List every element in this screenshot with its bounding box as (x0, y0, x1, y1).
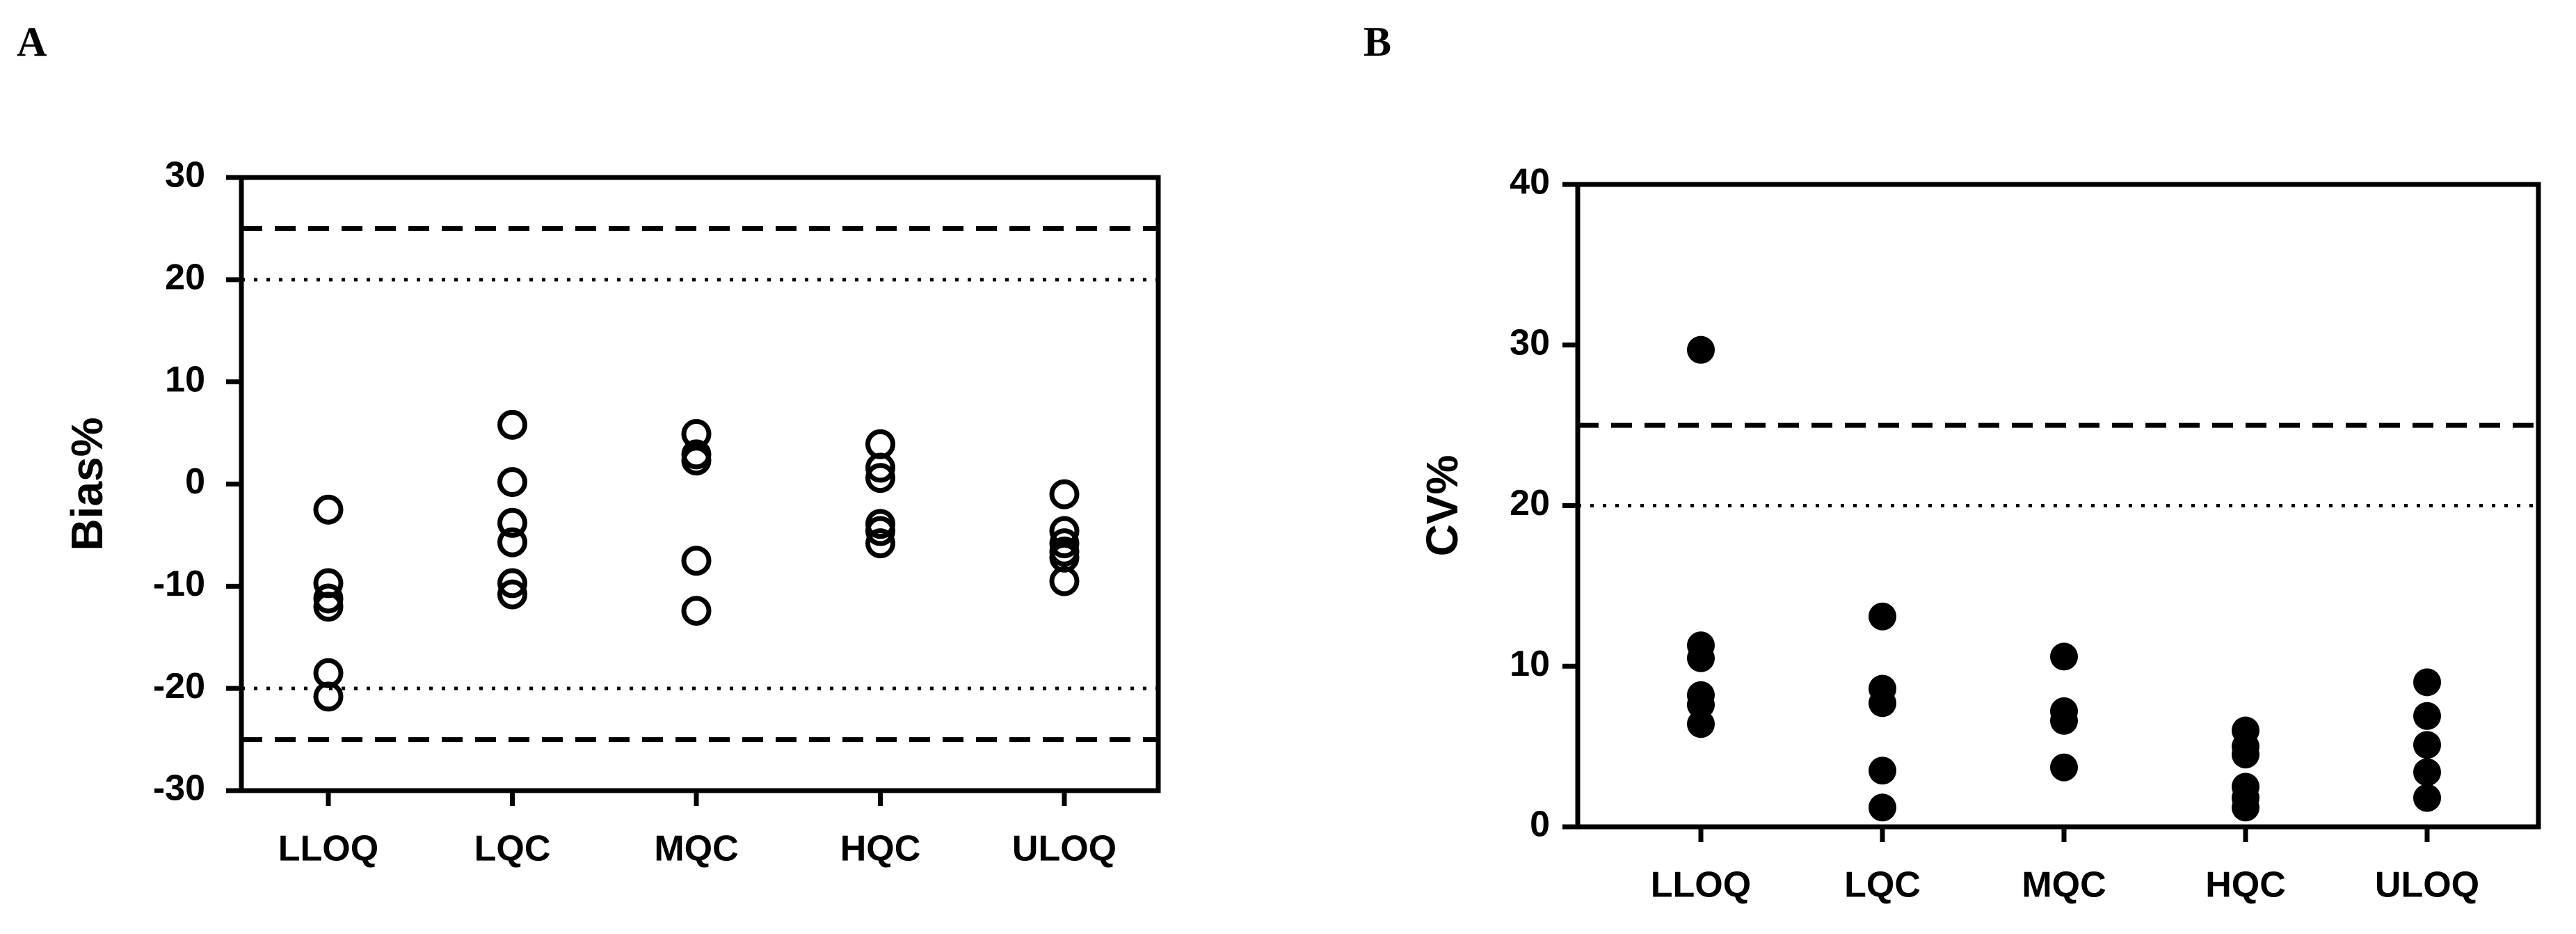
data-point (497, 568, 527, 599)
data-point (1049, 479, 1080, 509)
plot-frame (1575, 182, 2541, 830)
x-tick-label: MQC (2022, 865, 2106, 905)
data-point (313, 494, 344, 525)
y-tick-label: 0 (1530, 805, 1550, 845)
y-tick-label: -20 (153, 666, 205, 706)
x-tick-label: ULOQ (2375, 865, 2479, 905)
data-point (1687, 690, 1715, 719)
data-point (2050, 642, 2078, 671)
y-tick-label: 40 (1510, 162, 1550, 203)
plot-frame (239, 175, 1161, 793)
data-point (865, 516, 895, 546)
x-tick-label: LQC (1844, 865, 1921, 905)
data-point (681, 445, 712, 476)
data-point (2413, 731, 2441, 759)
data-point (681, 546, 712, 576)
x-tick-label: HQC (840, 829, 921, 869)
y-tick-label: 30 (1510, 322, 1550, 363)
data-point (2232, 741, 2259, 769)
x-tick-label: LQC (474, 829, 551, 869)
y-tick-label: 10 (165, 359, 205, 399)
data-point (2050, 706, 2078, 735)
data-point (1687, 644, 1715, 672)
data-point (865, 463, 895, 493)
y-axis-title: Bias% (62, 417, 112, 551)
y-tick-label: -10 (153, 564, 205, 604)
data-point (681, 596, 712, 626)
y-tick-label: 0 (185, 461, 205, 502)
data-point (1869, 757, 1896, 785)
data-point (497, 409, 527, 440)
x-tick-label: ULOQ (1012, 829, 1117, 869)
x-tick-label: HQC (2205, 865, 2286, 905)
data-point (313, 592, 344, 622)
data-point (865, 452, 895, 483)
data-point (1687, 710, 1715, 738)
data-point (2050, 753, 2078, 782)
data-point (865, 528, 895, 559)
x-tick-label: LLOQ (278, 829, 378, 869)
data-point (497, 579, 527, 610)
y-tick-label: 30 (165, 155, 205, 196)
data-point (497, 527, 527, 557)
data-point (2413, 702, 2441, 730)
data-point (2413, 758, 2441, 786)
data-point (313, 681, 344, 712)
panel-label: B (1363, 19, 1391, 65)
data-point (2413, 784, 2441, 812)
x-tick-label: MQC (654, 829, 738, 869)
data-point (1869, 793, 1896, 822)
panel-label: A (17, 19, 47, 65)
y-tick-label: -30 (153, 768, 205, 809)
data-point (2413, 668, 2441, 697)
y-axis-title: CV% (1417, 455, 1467, 557)
data-point (1687, 335, 1715, 364)
data-point (2232, 793, 2259, 822)
data-point (1869, 602, 1896, 631)
x-tick-label: LLOQ (1651, 865, 1751, 905)
data-point (1869, 689, 1896, 718)
data-point (1049, 566, 1080, 596)
y-tick-label: 20 (165, 258, 205, 298)
y-tick-label: 20 (1510, 483, 1550, 523)
y-tick-label: 10 (1510, 644, 1550, 684)
data-point (497, 507, 527, 538)
data-point (497, 467, 527, 498)
